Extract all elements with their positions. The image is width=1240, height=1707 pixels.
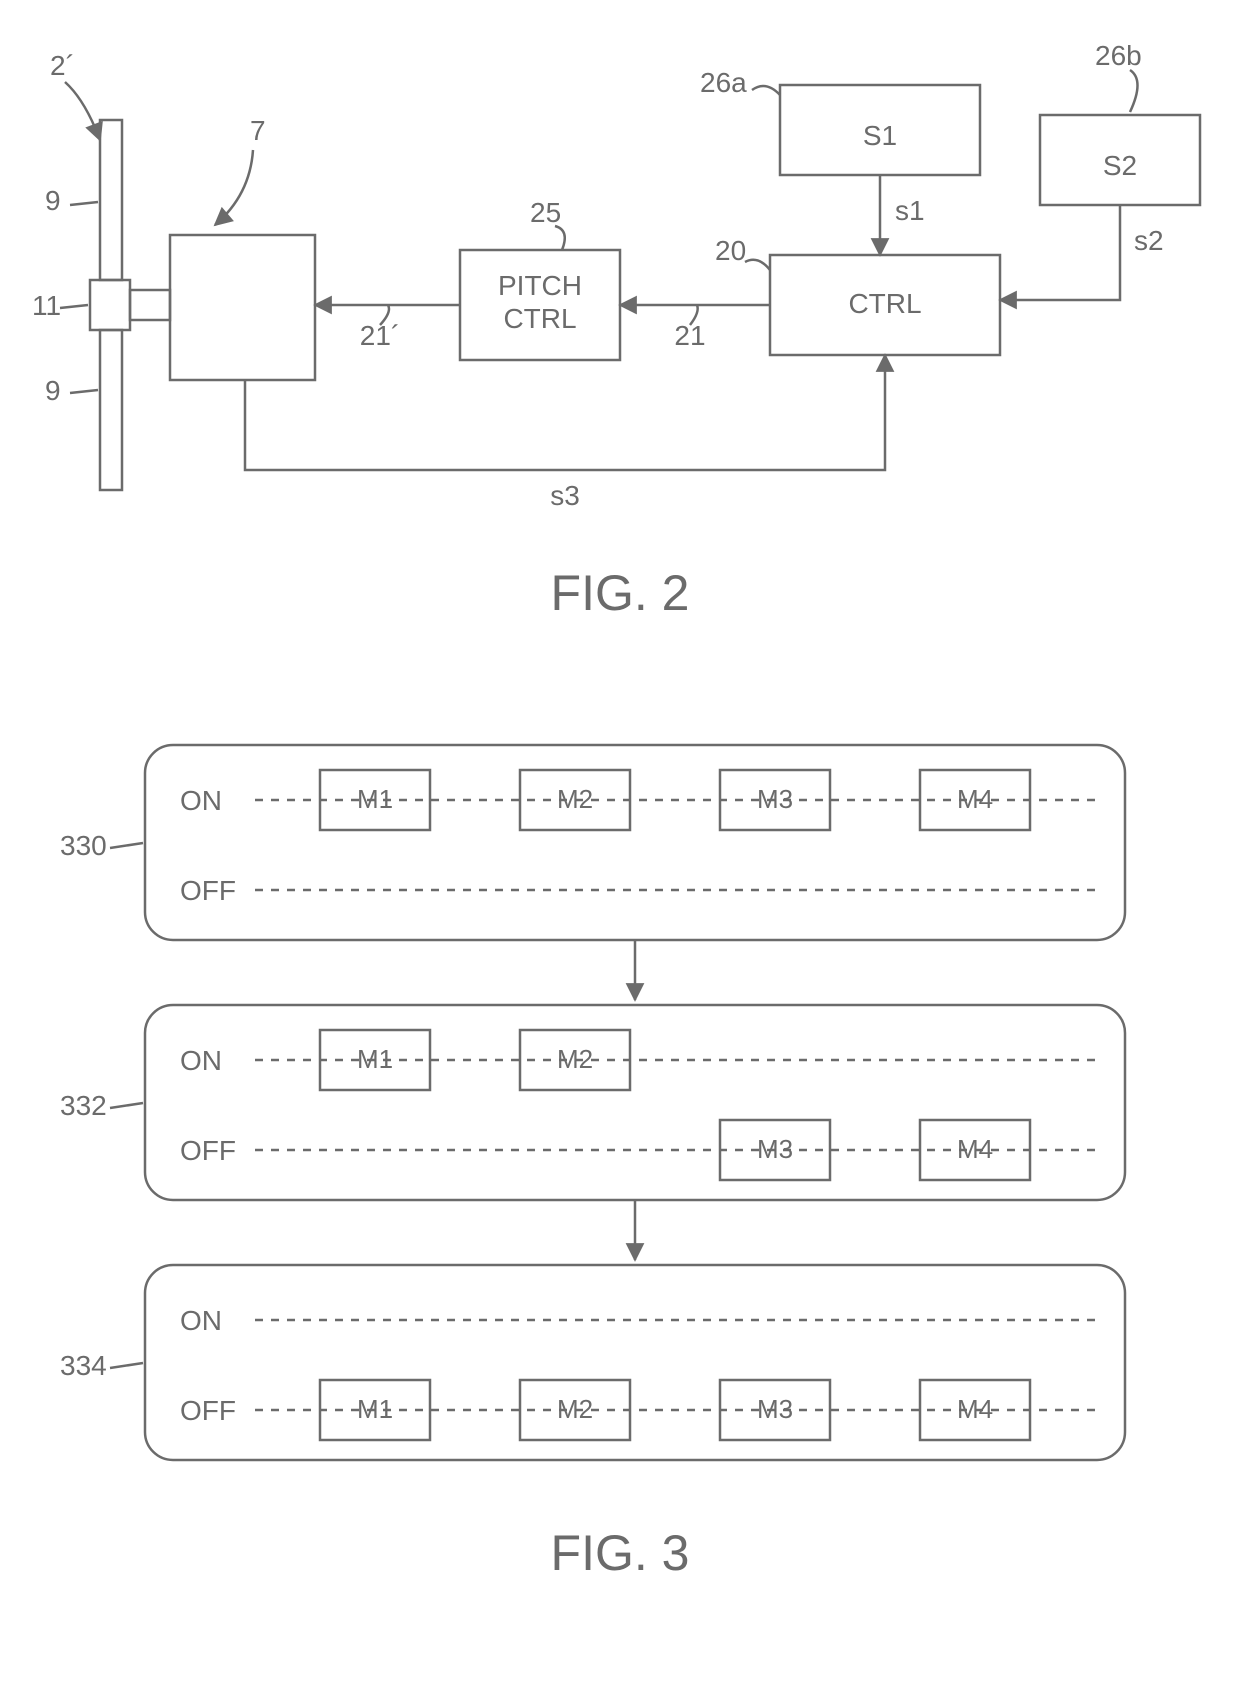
pitch-ctrl-line2: CTRL xyxy=(503,303,576,334)
signal-s2-line xyxy=(1000,205,1120,300)
turbine-ref-group: 2´ xyxy=(50,50,100,140)
svg-text:M1: M1 xyxy=(357,1044,393,1074)
arrow-21-group: 21 xyxy=(620,305,770,351)
blade-top xyxy=(100,120,122,280)
panel-330-off: OFF xyxy=(180,875,236,906)
panel-334-off: OFF xyxy=(180,1395,236,1426)
panel-332-on: ON xyxy=(180,1045,222,1076)
turbine-ref: 2´ xyxy=(50,50,75,81)
signal-s2-label: s2 xyxy=(1134,225,1164,256)
svg-text:M3: M3 xyxy=(757,1134,793,1164)
panel-330-on: ON xyxy=(180,785,222,816)
panel-330: 330 ON OFF M1 M2 M3 M4 xyxy=(60,745,1125,940)
svg-text:M4: M4 xyxy=(957,1394,993,1424)
panel-332-ref: 332 xyxy=(60,1090,107,1121)
nacelle-group: 7 xyxy=(130,115,315,380)
sensor-s2-label: S2 xyxy=(1103,150,1137,181)
blade-top-ref: 9 xyxy=(45,185,61,216)
svg-text:M2: M2 xyxy=(557,1044,593,1074)
panel-330-leader xyxy=(110,843,143,848)
signal-s1-label: s1 xyxy=(895,195,925,226)
hub-group: 11 xyxy=(32,280,130,330)
fig3: 330 ON OFF M1 M2 M3 M4 xyxy=(60,745,1125,1581)
blade-bottom-ref: 9 xyxy=(45,375,61,406)
feedback-s3-line xyxy=(245,355,885,470)
blade-bottom-leader xyxy=(70,390,98,393)
svg-text:M1: M1 xyxy=(357,1394,393,1424)
feedback-s3-label: s3 xyxy=(550,480,580,511)
panel-332: 332 ON OFF M1 M2 M3 M4 xyxy=(60,1005,1125,1200)
pitch-ctrl-group: PITCH CTRL 25 xyxy=(460,197,620,360)
svg-text:M2: M2 xyxy=(557,784,593,814)
sensor-s2-ref-leader xyxy=(1130,70,1138,112)
ctrl-group: CTRL 20 xyxy=(715,235,1000,355)
ctrl-ref-leader xyxy=(745,260,770,270)
panel-330-ref: 330 xyxy=(60,830,107,861)
ctrl-ref: 20 xyxy=(715,235,746,266)
pitch-ctrl-line1: PITCH xyxy=(498,270,582,301)
svg-text:M3: M3 xyxy=(757,1394,793,1424)
fig2-title: FIG. 2 xyxy=(551,565,690,621)
blade-top-leader xyxy=(70,202,98,205)
svg-text:M2: M2 xyxy=(557,1394,593,1424)
panel-334-box xyxy=(145,1265,1125,1460)
sensor-s1-ref: 26a xyxy=(700,67,747,98)
feedback-s3-group: s3 xyxy=(245,355,885,511)
panel-332-box xyxy=(145,1005,1125,1200)
panel-332-off: OFF xyxy=(180,1135,236,1166)
ctrl-label: CTRL xyxy=(848,288,921,319)
panel-334: 334 ON OFF M1 M2 M3 M4 xyxy=(60,1265,1125,1460)
fig3-title: FIG. 3 xyxy=(551,1525,690,1581)
sensor-s1-label: S1 xyxy=(863,120,897,151)
fig2: S1 26a s1 S2 26b s2 CTRL 20 xyxy=(32,40,1200,621)
hub-ref: 11 xyxy=(32,290,61,321)
panel-330-box xyxy=(145,745,1125,940)
svg-text:M3: M3 xyxy=(757,784,793,814)
panel-334-leader xyxy=(110,1363,143,1368)
nacelle-ref-leader xyxy=(215,150,253,225)
nacelle-box xyxy=(170,235,315,380)
nacelle-ref: 7 xyxy=(250,115,266,146)
pitch-ctrl-ref: 25 xyxy=(530,197,561,228)
svg-text:M1: M1 xyxy=(357,784,393,814)
panel-332-leader xyxy=(110,1103,143,1108)
shaft xyxy=(130,290,170,320)
blade-bottom xyxy=(100,330,122,490)
panel-334-on: ON xyxy=(180,1305,222,1336)
sensor-s2-group: S2 26b s2 xyxy=(1000,40,1200,300)
pitch-ctrl-ref-leader xyxy=(555,226,565,250)
hub-ref-leader xyxy=(60,305,88,308)
svg-text:M4: M4 xyxy=(957,1134,993,1164)
panel-334-ref: 334 xyxy=(60,1350,107,1381)
turbine-ref-leader xyxy=(65,82,100,140)
sensor-s1-group: S1 26a s1 xyxy=(700,67,980,255)
sensor-s2-ref: 26b xyxy=(1095,40,1142,71)
arrow-21p-group: 21´ xyxy=(315,305,460,351)
hub-box xyxy=(90,280,130,330)
svg-text:M4: M4 xyxy=(957,784,993,814)
sensor-s1-ref-leader xyxy=(752,86,780,95)
